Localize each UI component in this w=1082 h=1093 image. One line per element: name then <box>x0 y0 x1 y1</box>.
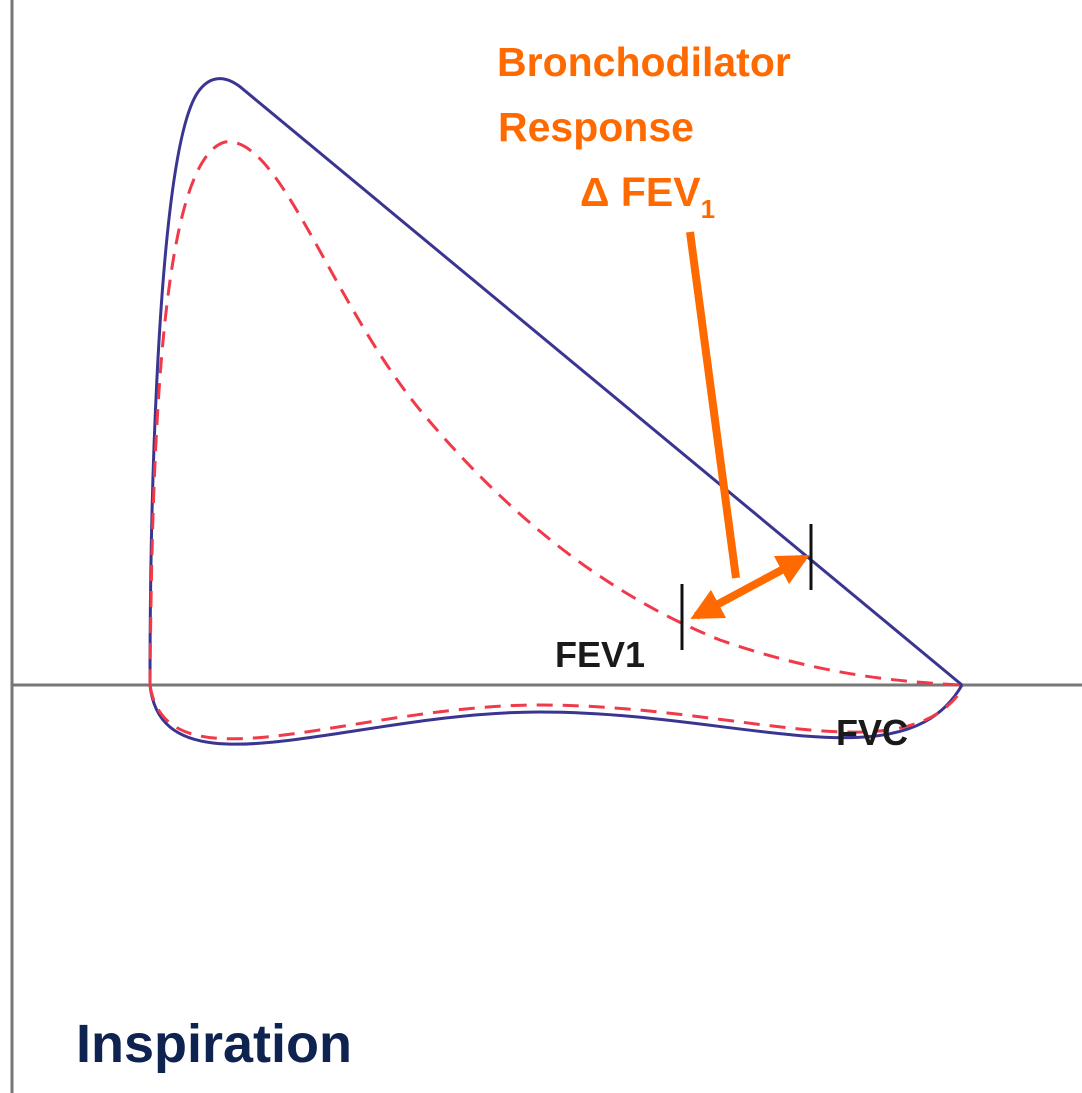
fvc-label: FVC <box>836 712 908 753</box>
footer-title: Inspiration <box>76 1014 352 1074</box>
delta-subscript: 1 <box>701 194 715 224</box>
post-expiration-curve <box>148 77 963 687</box>
annotation-line2: Response <box>498 104 694 150</box>
post-inspiration-curve <box>148 684 964 746</box>
annotation-line1: Bronchodilator <box>497 39 791 85</box>
pre-expiration-curve <box>148 140 963 687</box>
delta-arrow <box>690 554 810 620</box>
pre-inspiration-curve <box>148 684 964 741</box>
annotation-delta: Δ FEV1 <box>580 169 715 224</box>
fev1-label: FEV1 <box>555 634 645 675</box>
pointer-line <box>686 231 740 579</box>
delta-text: Δ FEV <box>580 169 701 215</box>
